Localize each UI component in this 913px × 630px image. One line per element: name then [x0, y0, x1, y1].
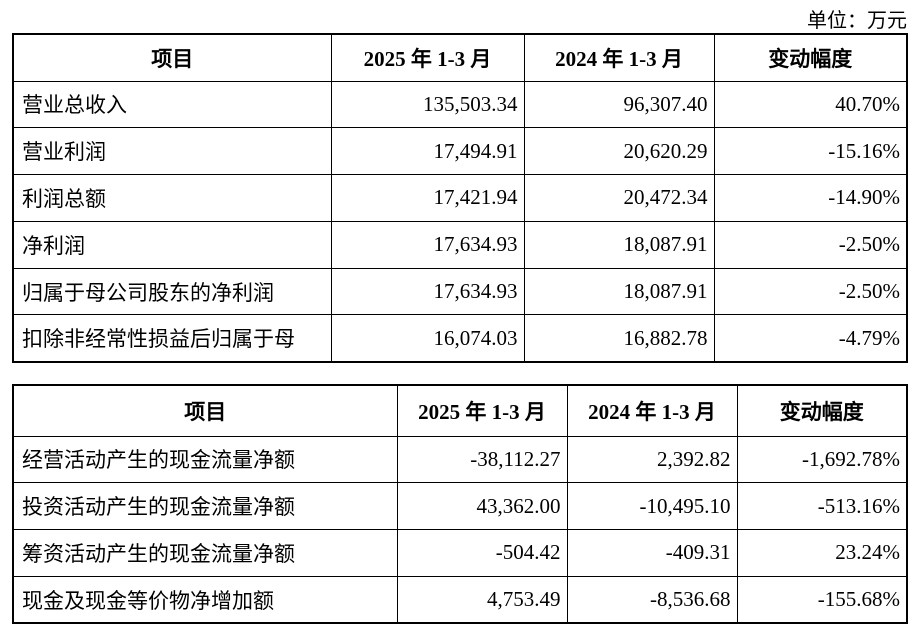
cashflow-table: 项目 2025 年 1-3 月 2024 年 1-3 月变动幅度 经营活动产生的现金流…: [12, 384, 908, 625]
header-row: 项目 2025 年 1-3 月 2024 年 1-3 月变动幅度: [12, 33, 908, 82]
row-label: 净利润: [12, 220, 332, 269]
row-label: 经营活动产生的现金流量净额: [12, 435, 398, 484]
value-cell: 20,472.34: [523, 174, 715, 222]
value-cell: -155.68%: [736, 575, 908, 624]
profit-table: 项目 2025 年 1-3 月 2024 年 1-3 月变动幅度 营业总收入 135,5…: [12, 33, 908, 363]
value-cell: 2,392.82: [566, 435, 738, 484]
table-row: 净利润 17,634.93 18,087.91 -2.50%: [12, 220, 908, 269]
unit-note: 单位：万元: [807, 10, 907, 32]
value-cell: 43,362.00: [396, 482, 568, 531]
row-label: 利润总额: [12, 174, 332, 222]
header-cell: 变动幅度: [736, 384, 908, 437]
value-cell: 17,494.91: [330, 127, 525, 176]
table-row: 经营活动产生的现金流量净额 -38,112.27 2,392.82 -1,692.78…: [12, 435, 908, 484]
value-cell: -504.42: [396, 529, 568, 577]
header-cell: 项目: [12, 384, 398, 437]
table-row: 投资活动产生的现金流量净额 43,362.00 -10,495.10 -513.16%: [12, 482, 908, 531]
value-cell: 20,620.29: [523, 127, 715, 176]
value-cell: 16,882.78: [523, 314, 715, 363]
row-label: 扣除非经常性损益后归属于母: [12, 314, 332, 363]
header-cell: 变动幅度: [713, 33, 908, 82]
value-cell: 135,503.34: [330, 80, 525, 129]
value-cell: 18,087.91: [523, 267, 715, 316]
value-cell: -4.79%: [713, 314, 908, 363]
value-cell: -38,112.27: [396, 435, 568, 484]
value-cell: -8,536.68: [566, 575, 738, 624]
value-cell: 96,307.40: [523, 80, 715, 129]
header-row: 项目 2025 年 1-3 月 2024 年 1-3 月变动幅度: [12, 384, 908, 437]
value-cell: 18,087.91: [523, 220, 715, 269]
table-row: 扣除非经常性损益后归属于母 16,074.03 16,882.78 -4.79%: [12, 314, 908, 363]
row-label: 营业总收入: [12, 80, 332, 129]
table-row: 归属于母公司股东的净利润 17,634.93 18,087.91 -2.50%: [12, 267, 908, 316]
value-cell: 4,753.49: [396, 575, 568, 624]
value-cell: -513.16%: [736, 482, 908, 531]
value-cell: 23.24%: [736, 529, 908, 577]
value-cell: -2.50%: [713, 220, 908, 269]
row-label: 营业利润: [12, 127, 332, 176]
table-row: 现金及现金等价物净增加额 4,753.49 -8,536.68 -155.68%: [12, 575, 908, 624]
header-cell: 2024 年 1-3 月: [566, 384, 738, 437]
value-cell: -1,692.78%: [736, 435, 908, 484]
value-cell: 40.70%: [713, 80, 908, 129]
value-cell: 16,074.03: [330, 314, 525, 363]
value-cell: 17,634.93: [330, 267, 525, 316]
header-cell: 2025 年 1-3 月: [396, 384, 568, 437]
row-label: 投资活动产生的现金流量净额: [12, 482, 398, 531]
value-cell: -2.50%: [713, 267, 908, 316]
value-cell: -15.16%: [713, 127, 908, 176]
table-row: 营业利润 17,494.91 20,620.29 -15.16%: [12, 127, 908, 176]
row-label: 现金及现金等价物净增加额: [12, 575, 398, 624]
value-cell: 17,634.93: [330, 220, 525, 269]
value-cell: -10,495.10: [566, 482, 738, 531]
value-cell: -14.90%: [713, 174, 908, 222]
table-row: 筹资活动产生的现金流量净额 -504.42 -409.31 23.24%: [12, 529, 908, 577]
header-cell: 2025 年 1-3 月: [330, 33, 525, 82]
row-label: 归属于母公司股东的净利润: [12, 267, 332, 316]
table-row: 利润总额 17,421.94 20,472.34 -14.90%: [12, 174, 908, 222]
row-label: 筹资活动产生的现金流量净额: [12, 529, 398, 577]
value-cell: -409.31: [566, 529, 738, 577]
table-row: 营业总收入 135,503.34 96,307.40 40.70%: [12, 80, 908, 129]
header-cell: 项目: [12, 33, 332, 82]
value-cell: 17,421.94: [330, 174, 525, 222]
header-cell: 2024 年 1-3 月: [523, 33, 715, 82]
